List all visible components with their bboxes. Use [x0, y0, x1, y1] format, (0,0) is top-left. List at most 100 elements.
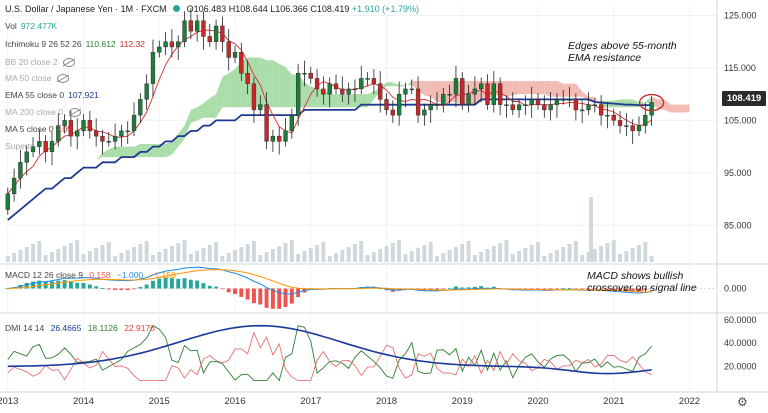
candle-body — [611, 114, 616, 121]
volume-bar — [201, 248, 206, 262]
volume-bar — [169, 246, 174, 262]
volume-bar — [37, 241, 42, 262]
volume-bar — [529, 245, 534, 262]
candle-body — [396, 93, 402, 116]
cloud-segment — [626, 99, 633, 108]
dmi-legend[interactable]: DMI 14 14 26.4665 18.1126 22.9176 — [5, 322, 155, 334]
candle-body — [415, 88, 421, 116]
candle-body — [207, 36, 212, 42]
legend-vol-value: 972.477K — [20, 21, 58, 31]
candle-body — [548, 104, 553, 111]
year-tick-label: 2013 — [0, 396, 18, 407]
candle-body — [624, 125, 629, 127]
cloud-segment — [664, 99, 671, 113]
cloud-segment — [569, 83, 576, 97]
candles — [5, 8, 654, 215]
macd-pane — [4, 266, 716, 309]
candle-body — [270, 135, 276, 142]
candle-body — [504, 104, 509, 106]
macd-histogram-bar — [643, 288, 648, 290]
volume-bar — [523, 248, 528, 262]
macd-histogram-bar — [151, 280, 155, 289]
candle-body — [359, 78, 364, 90]
macd-histogram-bar — [50, 281, 54, 289]
cloud-segment — [582, 91, 589, 101]
legend-ichimoku[interactable]: Ichimoku 9 26 52 26 110.612 112.32 — [5, 38, 145, 50]
cloud-segment — [506, 81, 513, 97]
cloud-segment — [58, 172, 65, 179]
macd-histogram-bar — [37, 280, 42, 289]
macd-histogram-bar — [214, 286, 219, 289]
macd-histogram-bar — [201, 283, 206, 289]
volume-bar — [277, 246, 282, 262]
volume-bar — [649, 256, 654, 262]
macd-histogram-bar — [270, 288, 275, 309]
candle-body — [188, 20, 193, 32]
annotation-ema-line2: EMA resistance — [568, 52, 642, 64]
macd-legend-hist: 0.158 — [89, 270, 111, 280]
volume-bar — [81, 254, 86, 262]
macd-histogram-bar — [435, 288, 439, 291]
cloud-segment — [329, 94, 337, 108]
legend-bb[interactable]: BB 20 close 2 — [5, 56, 76, 68]
hidden-eye-icon[interactable] — [69, 108, 82, 118]
volume-bar — [125, 250, 130, 262]
legend-supertrend[interactable]: Supertr — [5, 140, 33, 152]
hidden-eye-icon[interactable] — [57, 74, 70, 84]
volume-bar — [447, 250, 452, 262]
cloud-segment — [279, 64, 286, 108]
macd-histogram-bar — [624, 288, 629, 292]
dmi-minus-line — [7, 331, 652, 382]
volume-bar — [359, 241, 364, 262]
candle-body — [567, 99, 572, 101]
macd-histogram-bar — [296, 288, 301, 298]
dmi-tick-label: 40.0000 — [724, 338, 757, 348]
volume-bar — [195, 251, 200, 262]
legend-vol[interactable]: Vol 972.477K — [5, 20, 57, 32]
dmi-tick-label: 60.0000 — [724, 315, 757, 325]
volume-bar — [296, 254, 301, 262]
macd-legend[interactable]: MACD 12 26 close 9 0.158 −1.000 −1.158 — [5, 269, 176, 281]
volume-bar — [270, 249, 275, 262]
volume-bar — [56, 249, 61, 262]
volume-bar — [340, 250, 345, 262]
cloud-segment — [127, 146, 135, 158]
macd-histogram-bar — [207, 285, 212, 289]
candle-body — [157, 46, 162, 53]
macd-histogram-bar — [447, 288, 452, 290]
hidden-eye-icon[interactable] — [63, 58, 76, 68]
volume-bar — [163, 249, 168, 262]
macd-histogram-bar — [605, 288, 610, 290]
volume-bar — [573, 241, 578, 262]
candle-body — [62, 120, 67, 126]
macd-histogram-bar — [119, 288, 124, 291]
volume-bar — [138, 244, 143, 262]
gear-icon[interactable]: ⚙ — [737, 395, 748, 409]
cloud-segment — [531, 81, 538, 95]
symbol-interval[interactable]: 1M — [120, 4, 134, 14]
legend-ema55[interactable]: EMA 55 close 0 107.921 — [5, 89, 99, 101]
candle-body — [592, 104, 597, 106]
cloud-segment — [228, 69, 236, 108]
candle-body — [43, 141, 48, 153]
legend-ichimoku-v2: 112.32 — [119, 39, 146, 49]
volume-bar — [62, 246, 67, 262]
volume-bar — [624, 251, 629, 262]
legend-ma200[interactable]: MA 200 close 0 — [5, 106, 82, 118]
cloud-segment — [354, 94, 362, 108]
macd-histogram-bar — [567, 287, 572, 289]
cloud-segment — [285, 66, 292, 108]
candle-body — [472, 88, 478, 95]
cloud-segment — [651, 96, 658, 109]
cloud-segment — [418, 81, 425, 96]
candle-body — [295, 72, 301, 116]
cloud-segment — [676, 104, 684, 113]
macd-histogram-bar — [264, 288, 269, 308]
volume-bar — [548, 253, 553, 262]
legend-ma5[interactable]: MA 5 close 0 105 — [5, 123, 72, 135]
macd-histogram-bar — [157, 278, 162, 289]
legend-ma50[interactable]: MA 50 close — [5, 72, 70, 84]
cloud-segment — [184, 109, 191, 139]
candle-body — [100, 135, 105, 142]
candle-body — [245, 72, 250, 84]
